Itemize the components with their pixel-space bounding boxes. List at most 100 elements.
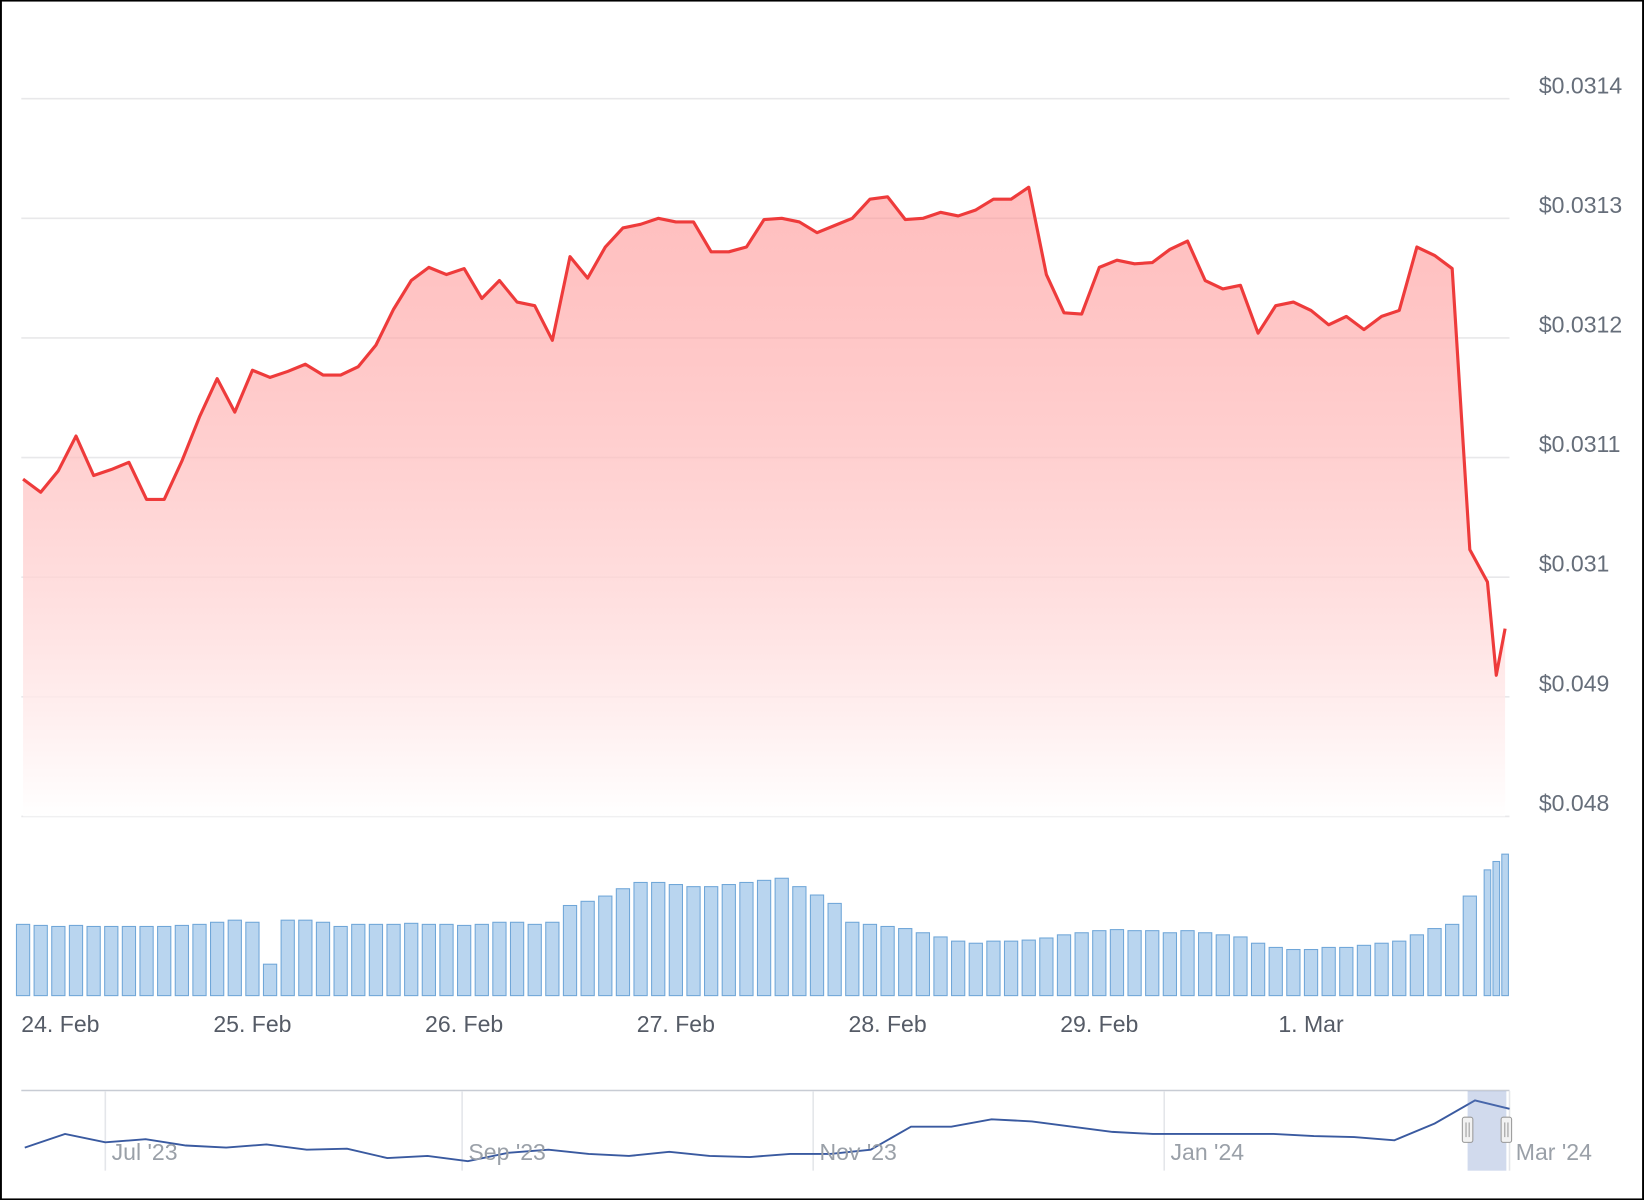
volume-bar	[898, 928, 913, 997]
volume-bar	[1427, 928, 1442, 997]
volume-bar	[492, 921, 507, 997]
volume-bar	[457, 924, 472, 997]
y-tick-label: $0.049	[1539, 670, 1610, 696]
volume-bar	[598, 895, 613, 997]
volume-bar	[1162, 932, 1178, 997]
price-line	[22, 185, 1507, 677]
volume-bar	[1021, 939, 1036, 997]
volume-bar	[157, 925, 172, 997]
volume-bar	[986, 940, 1001, 997]
volume-bar	[1392, 940, 1407, 997]
volume-bar	[1321, 946, 1336, 997]
volume-bar	[351, 923, 366, 997]
volume-bar	[951, 940, 966, 997]
volume-bar	[1303, 948, 1319, 997]
volume-bar	[562, 904, 578, 997]
volume-bar	[174, 924, 189, 997]
volume-bar	[704, 886, 719, 997]
volume-bar	[1339, 946, 1354, 997]
volume-bar	[1145, 930, 1160, 997]
volume-bar	[1409, 934, 1425, 997]
navigator-tick-label: Sep '23	[468, 1139, 545, 1165]
navigator-selection	[1467, 1091, 1507, 1171]
navigator-line	[24, 1099, 1510, 1163]
y-tick-label: $0.0312	[1539, 312, 1622, 338]
volume-bar	[474, 923, 489, 997]
volume-bar	[333, 925, 348, 997]
volume-bar	[262, 963, 278, 997]
volume-bar	[15, 923, 31, 997]
navigator-tick-label: Mar '24	[1516, 1139, 1592, 1165]
volume-bar	[792, 886, 807, 997]
volume-bar	[651, 881, 666, 997]
volume-bar	[880, 925, 895, 997]
volume-bar	[1462, 895, 1477, 997]
volume-bar	[121, 925, 137, 997]
volume-bar	[721, 884, 736, 997]
volume-bar	[509, 921, 525, 997]
volume-bar	[280, 919, 295, 997]
volume-bar	[668, 884, 684, 997]
volume-bar	[1127, 930, 1142, 997]
volume-bar	[809, 894, 825, 997]
volume	[15, 853, 1509, 997]
volume-bar	[827, 902, 842, 997]
volume-bar	[1356, 944, 1372, 997]
x-tick-label: 27. Feb	[637, 1011, 715, 1037]
volume-bar	[68, 924, 84, 997]
y-tick-label: $0.048	[1539, 790, 1610, 816]
volume-bar	[139, 925, 154, 997]
volume-bar	[368, 923, 384, 997]
volume-bar	[1233, 936, 1248, 997]
volume-bar	[51, 925, 66, 997]
volume-bar	[774, 877, 789, 997]
volume-bar	[227, 919, 242, 997]
x-tick-label: 26. Feb	[425, 1011, 503, 1037]
volume-bar	[1109, 929, 1125, 997]
x-tick-label: 25. Feb	[213, 1011, 291, 1037]
x-tick-label: 1. Mar	[1278, 1011, 1344, 1037]
volume-bar	[439, 923, 454, 997]
y-tick-label: $0.0314	[1539, 72, 1622, 98]
volume-bar	[739, 881, 754, 997]
volume-bar	[1483, 869, 1492, 997]
navigator-tick-label: Jan '24	[1171, 1139, 1245, 1165]
volume-bar	[1003, 940, 1019, 997]
volume-bar	[1286, 948, 1301, 997]
volume-bar	[210, 921, 225, 997]
y-tick-label: $0.0311	[1539, 431, 1621, 457]
volume-bar	[933, 936, 948, 997]
volume-bar	[756, 879, 772, 997]
navigator-tick-label: Nov '23	[819, 1139, 896, 1165]
volume-bar	[404, 922, 419, 997]
volume-bar	[1215, 934, 1230, 997]
volume-bar	[686, 886, 701, 997]
volume-bar	[104, 925, 119, 997]
volume-bar	[1056, 934, 1072, 997]
volume-bar	[545, 921, 560, 997]
y-tick-label: $0.0313	[1539, 192, 1622, 218]
volume-bar	[1092, 930, 1107, 997]
navigator-handle	[1500, 1116, 1513, 1143]
volume-bar	[1180, 930, 1195, 997]
price-area	[23, 187, 1506, 817]
y-tick-label: $0.031	[1539, 551, 1610, 577]
volume-bar	[421, 923, 437, 997]
navigator	[21, 1089, 1513, 1171]
volume-bar	[315, 921, 331, 997]
volume-bar	[862, 923, 878, 997]
volume-bar	[1268, 946, 1283, 997]
navigator-handle	[1461, 1116, 1474, 1143]
volume-bar	[298, 919, 313, 997]
volume-bar	[633, 881, 648, 997]
volume-bar	[1250, 942, 1266, 997]
volume-bar	[845, 921, 860, 997]
volume-bar	[615, 888, 631, 997]
volume-bar	[192, 923, 207, 997]
volume-bar	[386, 923, 401, 997]
volume-bar	[1039, 937, 1054, 997]
volume-bar	[33, 924, 48, 997]
labels: $0.0314 $0.0313 $0.0312 $0.0311 $0.031 $0.049…	[21, 72, 1622, 1165]
